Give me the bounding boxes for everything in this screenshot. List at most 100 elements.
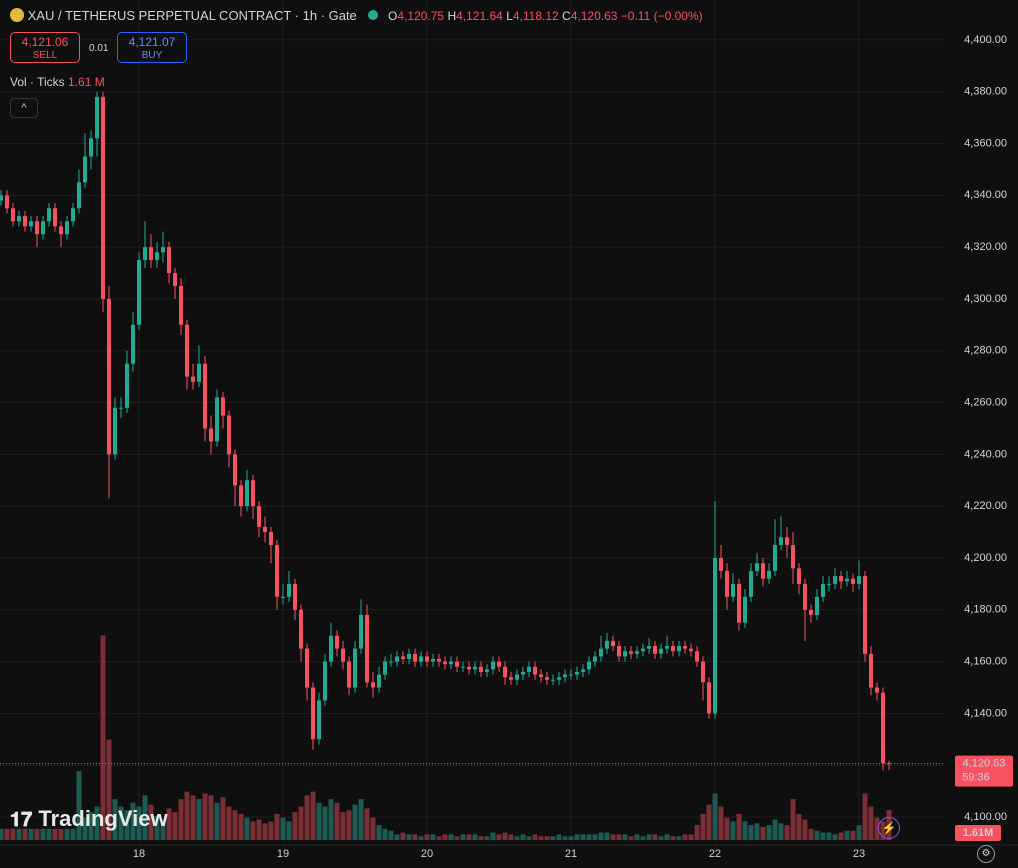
candle-body (125, 363, 130, 408)
candle-body (743, 596, 748, 623)
volume-bar (814, 830, 820, 840)
candle-body (161, 247, 166, 253)
volume-bar (142, 795, 148, 840)
volume-bar (622, 834, 628, 840)
candle-body (875, 687, 880, 693)
volume-bar (718, 806, 724, 840)
volume-bar (322, 806, 328, 840)
candle-body (761, 563, 766, 579)
alert-icon[interactable]: ⚡ (878, 817, 900, 839)
volume-bar (724, 817, 730, 840)
volume-bar (520, 834, 526, 840)
volume-bar (538, 836, 544, 840)
candle-body (635, 651, 640, 654)
volume-bar (346, 810, 352, 840)
volume-bar (478, 836, 484, 840)
y-tick-label: 4,340.00 (964, 189, 1007, 201)
volume-bar (856, 825, 862, 840)
volume-value: 1.61 M (68, 75, 105, 89)
candle-body (695, 651, 700, 662)
candle-body (197, 363, 202, 382)
candle-body (563, 674, 568, 678)
candle-body (233, 454, 238, 486)
candle-body (653, 646, 658, 654)
candle-body (143, 247, 148, 261)
candle-body (245, 480, 250, 507)
volume-bar (610, 834, 616, 840)
candle-body (557, 677, 562, 680)
volume-bar (466, 834, 472, 840)
volume-bar (730, 821, 736, 840)
candle-body (281, 596, 286, 598)
c-label: C (562, 9, 571, 23)
candle-body (731, 583, 736, 597)
candle-body (287, 583, 292, 597)
volume-bar (442, 834, 448, 840)
candle-body (335, 635, 340, 649)
candle-body (305, 648, 310, 688)
candle-body (521, 671, 526, 675)
volume-bar (400, 832, 406, 840)
l-label: L (506, 9, 513, 23)
volume-bar (778, 823, 784, 840)
volume-bar (316, 802, 322, 840)
volume-bar (10, 828, 16, 840)
volume-bar (352, 804, 358, 840)
volume-bar (784, 825, 790, 840)
volume-bar (28, 828, 34, 840)
candle-body (401, 656, 406, 660)
last-volume-badge (955, 825, 1001, 841)
volume-bar (232, 810, 238, 840)
volume-bar (844, 830, 850, 840)
candle-body (275, 545, 280, 597)
candle-body (263, 526, 268, 533)
last-price-label: 4,120.63 (963, 757, 1006, 769)
legend: XAU / TETHERUS PERPETUAL CONTRACT · 1h ·… (10, 8, 703, 23)
collapse-button[interactable]: ^ (10, 98, 38, 118)
candle-body (491, 661, 496, 670)
candle-body (707, 682, 712, 714)
candle-body (803, 583, 808, 610)
candle-body (257, 506, 262, 527)
volume-bar (226, 806, 232, 840)
volume-bar (454, 836, 460, 840)
sell-price: 4,121.06 (21, 35, 69, 49)
candle-body (155, 252, 160, 261)
volume-bar (652, 834, 658, 840)
candle-body (485, 669, 490, 672)
candle-body (581, 669, 586, 672)
volume-bar (766, 825, 772, 840)
y-tick-label: 4,360.00 (964, 137, 1007, 149)
volume-bar (568, 836, 574, 840)
candle-body (329, 635, 334, 662)
volume-bar (796, 813, 802, 840)
volume-bar (190, 795, 196, 840)
volume-bar (214, 802, 220, 840)
volume-bar (496, 834, 502, 840)
candle-body (311, 687, 316, 740)
volume-bar (562, 836, 568, 840)
volume-bar (0, 828, 4, 840)
volume-bar (436, 836, 442, 840)
candle-body (353, 648, 358, 688)
candle-body (5, 195, 10, 209)
candle-body (149, 247, 154, 261)
volume-bar (256, 819, 262, 840)
candle-body (551, 679, 556, 681)
volume-bar (16, 828, 22, 840)
buy-button[interactable]: 4,121.07 BUY (117, 32, 187, 63)
volume-bar (676, 836, 682, 840)
candle-body (455, 661, 460, 667)
sell-button[interactable]: 4,121.06 SELL (10, 32, 80, 63)
volume-bar (658, 836, 664, 840)
candle-body (191, 376, 196, 382)
candle-body (689, 648, 694, 652)
volume-bar (838, 832, 844, 840)
candle-body (137, 260, 142, 325)
volume-bar (586, 834, 592, 840)
y-tick-label: 4,280.00 (964, 345, 1007, 357)
settings-button[interactable]: ⚙ (977, 845, 995, 863)
candle-body (119, 407, 124, 409)
volume-bar (340, 812, 346, 840)
